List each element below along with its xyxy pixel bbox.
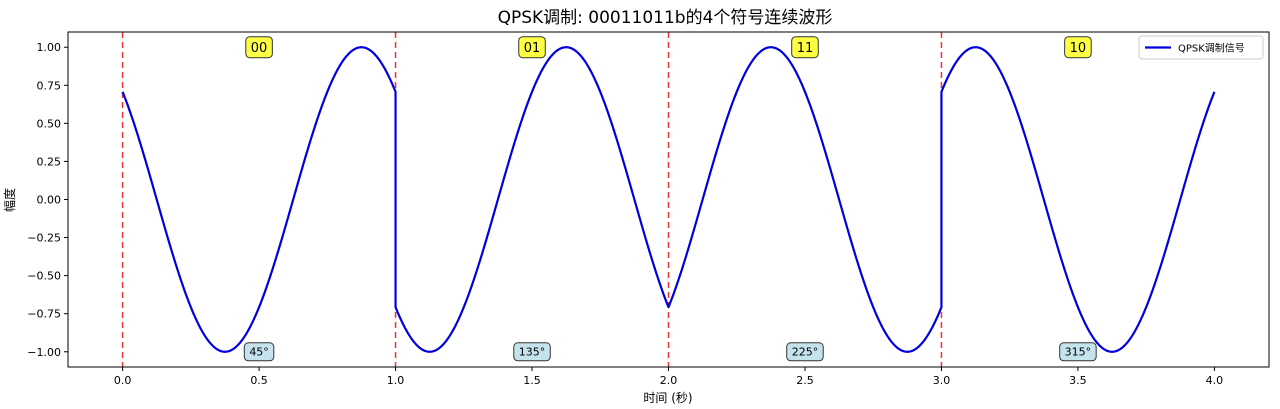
plot-area: 00 01 11 10 45° 135° 225° 315° — [121, 32, 1216, 367]
chart-title: QPSK调制: 00011011b的4个符号连续波形 — [498, 8, 833, 28]
x-axis: 0.0 0.5 1.0 1.5 2.0 2.5 3.0 3.5 4.0 — [114, 367, 1223, 387]
x-axis-label: 时间 (秒) — [643, 391, 692, 405]
symbol-box — [245, 36, 273, 59]
legend-box — [1138, 35, 1264, 60]
x-tick-label: 2.5 — [796, 374, 814, 387]
symbol-label: 00 — [251, 41, 268, 56]
x-tick-label: 3.5 — [1069, 374, 1087, 387]
y-tick-label: −0.75 — [27, 308, 61, 321]
legend-label: QPSK调制信号 — [1178, 42, 1245, 55]
phase-box — [786, 342, 824, 362]
symbol-box — [791, 36, 819, 59]
symbol-box — [518, 36, 546, 59]
phase-box — [513, 342, 551, 362]
x-tick-label: 1.0 — [387, 374, 405, 387]
phase-annotation: 45° — [243, 342, 275, 362]
symbol-annotation: 11 — [791, 36, 819, 59]
x-tick-label: 1.5 — [523, 374, 541, 387]
symbol-annotation: 01 — [518, 36, 546, 59]
y-axis-label: 幅度 — [2, 188, 17, 212]
series-line — [121, 46, 1216, 353]
y-tick-label: −0.50 — [27, 270, 61, 283]
y-tick-label: 0.00 — [37, 194, 62, 207]
phase-label: 225° — [792, 346, 819, 359]
y-tick-label: 0.75 — [37, 79, 62, 92]
symbol-label: 01 — [524, 41, 541, 56]
phase-box — [1059, 342, 1097, 362]
y-tick-label: 0.50 — [37, 117, 62, 130]
y-tick-label: −1.00 — [27, 346, 61, 359]
symbol-box — [1064, 36, 1092, 59]
y-tick-label: 1.00 — [37, 41, 62, 54]
phase-annotation: 315° — [1059, 342, 1097, 362]
x-tick-label: 4.0 — [1206, 374, 1224, 387]
phase-annotation: 225° — [786, 342, 824, 362]
legend: QPSK调制信号 — [1138, 35, 1264, 60]
x-tick-label: 0.0 — [114, 374, 132, 387]
symbol-label: 11 — [797, 41, 814, 56]
phase-label: 135° — [519, 346, 546, 359]
y-axis: 1.00 0.75 0.50 0.25 0.00 −0.25 −0.50 −0.75 −1.00 — [27, 41, 68, 359]
symbol-annotation: 10 — [1064, 36, 1092, 59]
phase-box — [243, 342, 275, 362]
phase-label: 45° — [249, 346, 269, 359]
symbol-annotation: 00 — [245, 36, 273, 59]
x-tick-label: 0.5 — [250, 374, 268, 387]
symbol-label: 10 — [1070, 41, 1087, 56]
phase-label: 315° — [1065, 346, 1092, 359]
phase-annotation: 135° — [513, 342, 551, 362]
y-tick-label: −0.25 — [27, 232, 61, 245]
x-tick-label: 2.0 — [660, 374, 678, 387]
y-tick-label: 0.25 — [37, 155, 62, 168]
x-tick-label: 3.0 — [933, 374, 951, 387]
